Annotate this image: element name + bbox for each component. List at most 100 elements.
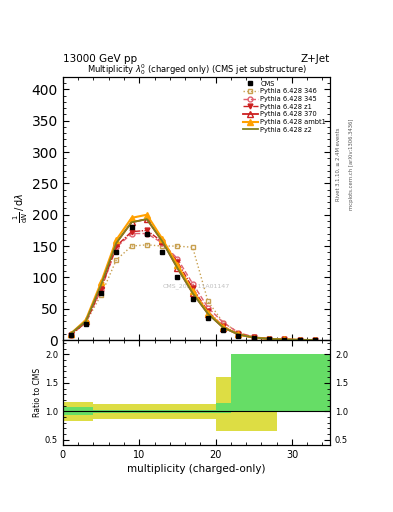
Pythia 6.428 ambt1 [252, 334, 256, 340]
Pythia 6.428 z1 [282, 336, 286, 343]
Text: Z+Jet: Z+Jet [301, 54, 330, 64]
Pythia 6.428 ambt1 [282, 336, 286, 343]
Pythia 6.428 z1 [312, 337, 317, 343]
Pythia 6.428 345 [83, 319, 88, 326]
Pythia 6.428 z2 [221, 325, 226, 331]
Pythia 6.428 ambt1 [68, 331, 73, 337]
CMS [282, 336, 286, 343]
Pythia 6.428 370 [175, 265, 180, 271]
X-axis label: multiplicity (charged-only): multiplicity (charged-only) [127, 464, 266, 475]
Pythia 6.428 345 [252, 334, 256, 340]
Pythia 6.428 345 [236, 330, 241, 336]
Pythia 6.428 370 [145, 216, 149, 222]
Pythia 6.428 ambt1 [160, 236, 165, 242]
Legend: CMS, Pythia 6.428 346, Pythia 6.428 345, Pythia 6.428 z1, Pythia 6.428 370, Pyth: CMS, Pythia 6.428 346, Pythia 6.428 345,… [241, 79, 328, 135]
Pythia 6.428 z1 [267, 336, 272, 342]
Pythia 6.428 z2 [99, 282, 103, 288]
Pythia 6.428 ambt1 [236, 331, 241, 337]
Line: Pythia 6.428 346: Pythia 6.428 346 [68, 242, 317, 343]
Pythia 6.428 ambt1 [267, 336, 272, 342]
Pythia 6.428 346 [282, 336, 286, 343]
CMS [206, 315, 210, 321]
Pythia 6.428 346 [312, 337, 317, 343]
Pythia 6.428 346 [252, 334, 256, 340]
Pythia 6.428 ambt1 [83, 317, 88, 323]
Pythia 6.428 z1 [206, 308, 210, 314]
Pythia 6.428 z2 [252, 334, 256, 340]
CMS [252, 335, 256, 342]
Pythia 6.428 370 [99, 282, 103, 288]
Pythia 6.428 z2 [282, 336, 286, 343]
Pythia 6.428 ambt1 [175, 262, 180, 268]
Pythia 6.428 345 [175, 255, 180, 262]
Pythia 6.428 z2 [267, 336, 272, 342]
Pythia 6.428 346 [267, 335, 272, 342]
Pythia 6.428 z2 [145, 216, 149, 222]
Pythia 6.428 z1 [114, 243, 119, 249]
Pythia 6.428 z2 [206, 311, 210, 317]
Pythia 6.428 345 [282, 336, 286, 343]
Pythia 6.428 z1 [99, 286, 103, 292]
Pythia 6.428 z2 [297, 337, 302, 343]
Pythia 6.428 346 [114, 257, 119, 263]
Pythia 6.428 z1 [252, 334, 256, 340]
Pythia 6.428 370 [236, 331, 241, 337]
Line: Pythia 6.428 z2: Pythia 6.428 z2 [70, 219, 315, 340]
Pythia 6.428 346 [83, 319, 88, 326]
Line: CMS: CMS [68, 225, 317, 343]
Pythia 6.428 346 [236, 330, 241, 336]
Pythia 6.428 370 [252, 334, 256, 340]
Pythia 6.428 346 [190, 244, 195, 250]
Line: Pythia 6.428 ambt1: Pythia 6.428 ambt1 [68, 212, 318, 343]
Pythia 6.428 370 [83, 318, 88, 325]
Pythia 6.428 z1 [221, 323, 226, 329]
CMS [312, 337, 317, 343]
Pythia 6.428 370 [160, 238, 165, 244]
CMS [145, 230, 149, 237]
Pythia 6.428 370 [282, 336, 286, 343]
Pythia 6.428 345 [145, 230, 149, 237]
Pythia 6.428 346 [129, 243, 134, 249]
Pythia 6.428 ambt1 [312, 337, 317, 343]
Pythia 6.428 345 [312, 337, 317, 343]
Text: 13000 GeV pp: 13000 GeV pp [63, 54, 137, 64]
Pythia 6.428 370 [297, 337, 302, 343]
Pythia 6.428 ambt1 [221, 324, 226, 330]
CMS [236, 333, 241, 339]
Pythia 6.428 ambt1 [129, 215, 134, 221]
Pythia 6.428 346 [297, 337, 302, 343]
Pythia 6.428 346 [99, 292, 103, 298]
CMS [160, 249, 165, 255]
Pythia 6.428 346 [68, 332, 73, 338]
Pythia 6.428 ambt1 [190, 288, 195, 294]
Pythia 6.428 346 [175, 243, 180, 249]
Pythia 6.428 370 [190, 290, 195, 296]
Pythia 6.428 345 [190, 281, 195, 287]
CMS [267, 336, 272, 342]
Pythia 6.428 345 [114, 244, 119, 250]
Pythia 6.428 346 [221, 319, 226, 326]
Line: Pythia 6.428 z1: Pythia 6.428 z1 [68, 228, 317, 343]
Title: Multiplicity $\lambda_{0}^{0}$ (charged only) (CMS jet substructure): Multiplicity $\lambda_{0}^{0}$ (charged … [86, 62, 307, 77]
Pythia 6.428 z1 [129, 228, 134, 234]
Text: Rivet 3.1.10, ≥ 2.4M events: Rivet 3.1.10, ≥ 2.4M events [336, 127, 341, 201]
Pythia 6.428 z1 [68, 332, 73, 338]
Pythia 6.428 345 [160, 240, 165, 246]
Pythia 6.428 z1 [175, 259, 180, 265]
Pythia 6.428 346 [145, 242, 149, 248]
Line: Pythia 6.428 345: Pythia 6.428 345 [68, 231, 317, 343]
Text: CMS_2021_11A01147: CMS_2021_11A01147 [163, 284, 230, 289]
CMS [129, 224, 134, 230]
Pythia 6.428 z1 [160, 239, 165, 245]
Pythia 6.428 z2 [68, 331, 73, 337]
CMS [297, 337, 302, 343]
Pythia 6.428 z2 [83, 318, 88, 325]
Pythia 6.428 345 [68, 332, 73, 338]
Pythia 6.428 z1 [190, 285, 195, 291]
Pythia 6.428 370 [129, 219, 134, 225]
Pythia 6.428 370 [267, 336, 272, 342]
Pythia 6.428 z2 [236, 331, 241, 337]
Pythia 6.428 ambt1 [297, 337, 302, 343]
Pythia 6.428 370 [114, 240, 119, 246]
Pythia 6.428 z2 [175, 265, 180, 271]
